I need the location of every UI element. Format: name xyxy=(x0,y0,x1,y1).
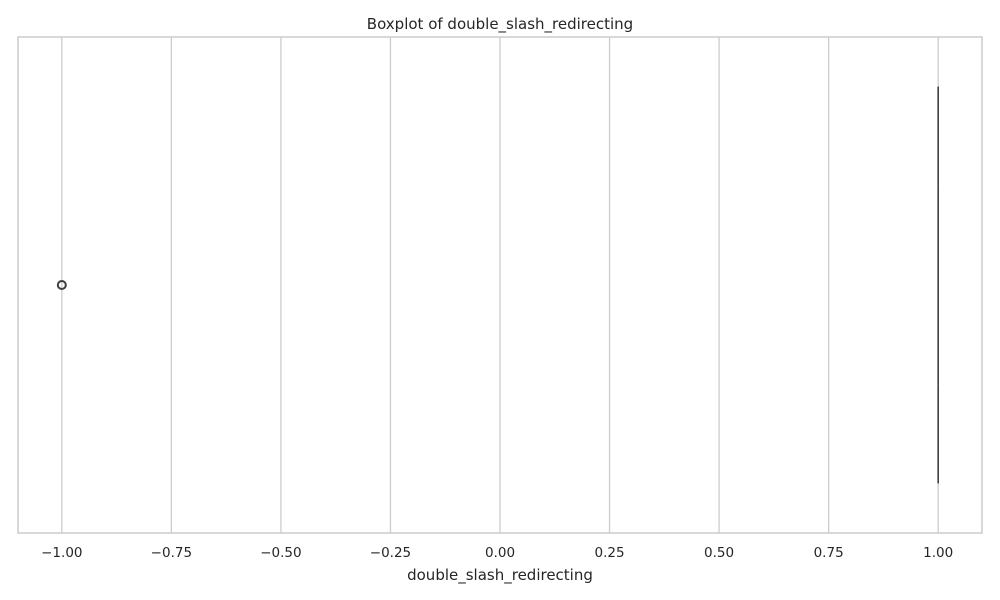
x-tick-label-1: −0.75 xyxy=(151,545,192,561)
box-elements xyxy=(56,86,939,484)
x-tick-label-7: 0.75 xyxy=(814,545,844,561)
chart-title: Boxplot of double_slash_redirecting xyxy=(367,15,633,34)
x-tick-label-6: 0.50 xyxy=(704,545,734,561)
plot-frame xyxy=(17,36,983,534)
x-tick-label-3: −0.25 xyxy=(370,545,411,561)
x-tick-label-0: −1.00 xyxy=(41,545,82,561)
x-tick-label-8: 1.00 xyxy=(923,545,953,561)
x-axis-label: double_slash_redirecting xyxy=(407,566,593,585)
x-tick-label-5: 0.25 xyxy=(595,545,625,561)
x-tick-labels: −1.00 −0.75 −0.50 −0.25 0.00 0.25 0.50 0.75 1.00 xyxy=(41,545,953,561)
x-tick-label-4: 0.00 xyxy=(485,545,515,561)
outlier-point-0 xyxy=(56,280,67,290)
x-tick-label-2: −0.50 xyxy=(260,545,301,561)
